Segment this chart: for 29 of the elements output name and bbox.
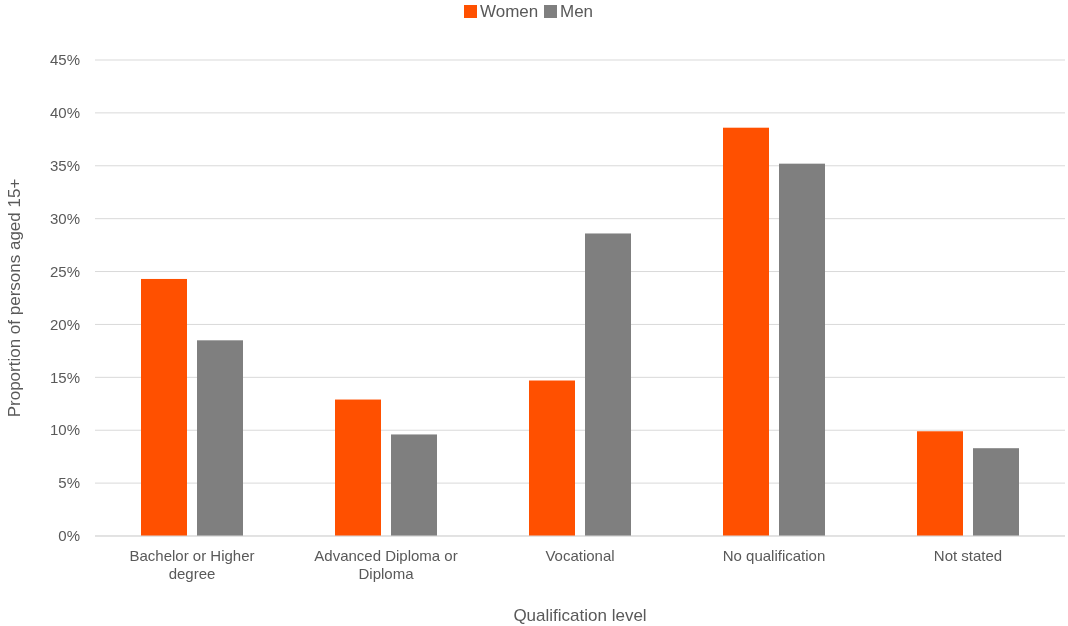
- bar: [391, 434, 437, 536]
- bar: [197, 340, 243, 536]
- bar: [335, 399, 381, 536]
- y-tick-label: 5%: [58, 474, 80, 492]
- bar: [917, 431, 963, 536]
- y-tick-label: 20%: [49, 315, 80, 333]
- bar: [973, 448, 1019, 536]
- x-tick-label: Bachelor or Higher degree: [129, 547, 255, 582]
- legend-label: Women: [480, 2, 539, 21]
- x-axis-title: Qualification level: [513, 606, 647, 625]
- y-axis-title: Proportion of persons aged 15+: [5, 178, 24, 418]
- y-tick-label: 10%: [49, 421, 80, 439]
- y-tick-label: 30%: [49, 209, 80, 227]
- y-tick-label: 35%: [49, 157, 80, 175]
- bar: [529, 380, 575, 536]
- bar: [723, 127, 769, 536]
- x-tick-label: Not stated: [933, 547, 1003, 564]
- y-tick-label: 15%: [49, 368, 80, 386]
- y-tick-label: 25%: [49, 262, 80, 280]
- bar: [585, 233, 631, 536]
- bar: [779, 163, 825, 536]
- x-tick-label: Vocational: [545, 547, 615, 564]
- x-tick-label: Advanced Diploma or Diploma: [314, 547, 458, 582]
- bar: [141, 278, 187, 536]
- x-tick-label: No qualification: [722, 547, 826, 564]
- legend-label: Men: [560, 2, 594, 21]
- y-tick-label: 45%: [49, 51, 80, 69]
- y-tick-label: 0%: [58, 527, 80, 545]
- y-tick-label: 40%: [49, 104, 80, 122]
